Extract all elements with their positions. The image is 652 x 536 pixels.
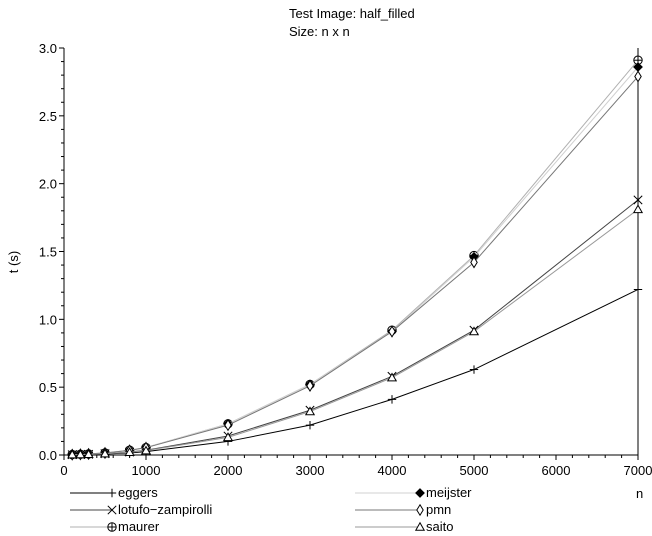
plot-frame [63,48,639,456]
data-point [388,325,396,338]
data-point [140,445,152,455]
data-point [386,372,398,382]
data-point [469,365,479,374]
chart-subtitle: Size: n x n [289,24,350,39]
data-point [224,418,232,432]
series-line [72,289,639,456]
legend-item: pmn [355,502,451,517]
series-lotufo-zampirolli [67,195,643,460]
series-line [72,76,639,456]
y-tick-label: 0.0 [39,448,57,463]
x-tick-label: 3000 [296,463,325,478]
data-point [83,449,94,459]
legend-item: eggers [70,485,158,500]
data-point [414,521,426,531]
legend-label: eggers [118,485,158,500]
y-axis-ticks: 0.0 0.5 1.0 1.5 2.0 2.5 3.0 [39,41,64,463]
data-point [634,70,642,83]
series-saito [67,204,644,459]
legend-label: meijster [426,485,472,500]
data-point [304,406,316,416]
data-point [107,505,117,515]
series-line [72,59,639,456]
legend-item: meijster [355,485,472,500]
data-point [416,503,424,517]
legend: eggers lotufo−zampirolli maurer meijster pmn… [70,485,472,534]
x-tick-label: 6000 [542,463,571,478]
data-point [306,379,314,392]
y-tick-label: 1.0 [39,312,57,327]
series-line [72,199,639,456]
data-point [124,447,135,456]
series-maurer [67,55,643,460]
legend-label: maurer [118,519,160,534]
data-point [387,395,397,404]
x-axis-ticks: 0 1000 2000 3000 4000 5000 6000 7000 [60,455,652,478]
y-tick-label: 2.0 [39,177,57,192]
x-tick-label: 7000 [624,463,652,478]
legend-item: lotufo−zampirolli [70,502,212,517]
x-tick-label: 2000 [214,463,243,478]
data-point [632,204,644,214]
y-tick-label: 2.5 [39,109,57,124]
data-point [222,432,234,442]
y-tick-label: 3.0 [39,41,57,56]
series-line [72,66,639,456]
x-tick-label: 4000 [378,463,407,478]
data-point [415,488,425,498]
legend-label: saito [426,519,453,534]
x-tick-label: 0 [60,463,67,478]
data-point [107,522,117,532]
data-point [99,448,111,458]
data-point [470,256,478,269]
series-meijster [67,62,643,460]
series-line [72,209,639,456]
data-point [107,488,117,498]
data-point [468,326,480,336]
x-axis-label: n [636,486,643,501]
data-point [75,449,86,459]
y-tick-label: 0.5 [39,380,57,395]
x-tick-label: 1000 [132,463,161,478]
data-point [633,285,643,294]
legend-label: pmn [426,502,451,517]
data-point [305,420,315,430]
chart-title: Test Image: half_filled [289,6,415,21]
series-eggers [68,285,643,460]
data-point [633,195,643,205]
legend-item: saito [355,519,453,534]
y-tick-label: 1.5 [39,245,57,260]
x-tick-label: 5000 [460,463,489,478]
legend-item: maurer [70,519,160,534]
legend-label: lotufo−zampirolli [118,502,212,517]
y-axis-label: t (s) [6,251,21,273]
series-layer [67,55,644,461]
data-point [67,449,78,459]
